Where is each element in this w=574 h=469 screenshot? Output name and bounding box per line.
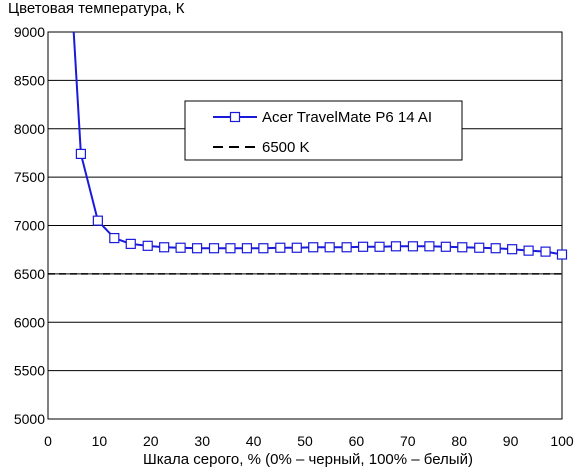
data-point-acer: [457, 242, 468, 253]
data-point-acer: [191, 243, 203, 254]
y-tick-label: 8000: [14, 121, 45, 137]
data-point-acer: [241, 243, 253, 254]
data-point-acer: [159, 242, 170, 253]
data-point-acer: [109, 232, 120, 244]
y-axis-label: Цветовая температура, К: [8, 0, 185, 17]
y-tick-label: 8500: [14, 72, 45, 88]
x-tick-label: 90: [503, 433, 519, 449]
x-tick-label: 100: [550, 433, 574, 449]
data-point-acer: [357, 241, 369, 252]
data-point-acer: [208, 243, 220, 254]
data-point-acer: [92, 215, 103, 226]
data-point-acer: [424, 241, 435, 252]
data-point-acer: [291, 242, 302, 253]
y-tick-label: 7500: [14, 169, 45, 185]
y-tick-label: 7000: [14, 218, 45, 234]
y-tick-label: 5000: [14, 411, 45, 427]
legend-label-acer: Acer TravelMate P6 14 AI: [262, 109, 432, 126]
data-point-acer: [507, 244, 518, 255]
x-tick-label: 0: [44, 433, 52, 449]
data-point-acer: [142, 240, 153, 251]
data-point-acer: [374, 241, 385, 252]
legend-marker-acer: [229, 111, 241, 123]
data-point-acer: [324, 242, 335, 253]
x-tick-label: 30: [194, 433, 210, 449]
legend: Acer TravelMate P6 14 AI 6500 K: [184, 100, 463, 161]
data-point-acer: [490, 243, 501, 254]
x-tick-label: 80: [451, 433, 467, 449]
x-tick-labels: 0 10 20 30 40 50 60 70 80 90 100: [44, 433, 574, 449]
y-tick-label: 6000: [14, 314, 45, 330]
x-tick-label: 20: [143, 433, 159, 449]
y-tick-label: 9000: [14, 24, 45, 40]
data-point-acer: [556, 249, 568, 260]
data-point-acer: [341, 242, 352, 253]
x-tick-label: 10: [92, 433, 108, 449]
data-point-acer: [75, 148, 86, 160]
x-tick-label: 50: [297, 433, 313, 449]
y-tick-label: 5500: [14, 363, 45, 379]
x-axis-label: Шкала серого, % (0% – черный, 100% – бел…: [143, 451, 473, 468]
plot-area-frame: [47, 31, 563, 420]
data-point-acer: [258, 243, 269, 254]
data-point-acer: [407, 241, 419, 252]
data-point-acer: [175, 242, 186, 253]
data-point-acer: [125, 238, 136, 249]
data-point-acer: [474, 242, 485, 253]
x-tick-label: 40: [246, 433, 262, 449]
data-point-acer: [390, 241, 402, 252]
series-layer: [48, 31, 568, 275]
data-point-acer: [225, 243, 236, 254]
y-tick-labels: 5000 5500 6000 6500 7000 7500 8000 8500 9000: [14, 24, 45, 427]
data-point-acer: [523, 245, 534, 256]
legend-label-6500k: 6500 K: [262, 139, 310, 156]
x-tick-label: 60: [349, 433, 365, 449]
data-point-acer: [540, 246, 551, 257]
data-point-acer: [275, 242, 286, 253]
data-point-acer: [308, 242, 319, 253]
legend-box: [184, 100, 463, 161]
grid-lines: [48, 31, 562, 420]
y-tick-label: 6500: [14, 266, 45, 282]
data-point-acer: [440, 241, 451, 252]
x-tick-label: 70: [400, 433, 416, 449]
